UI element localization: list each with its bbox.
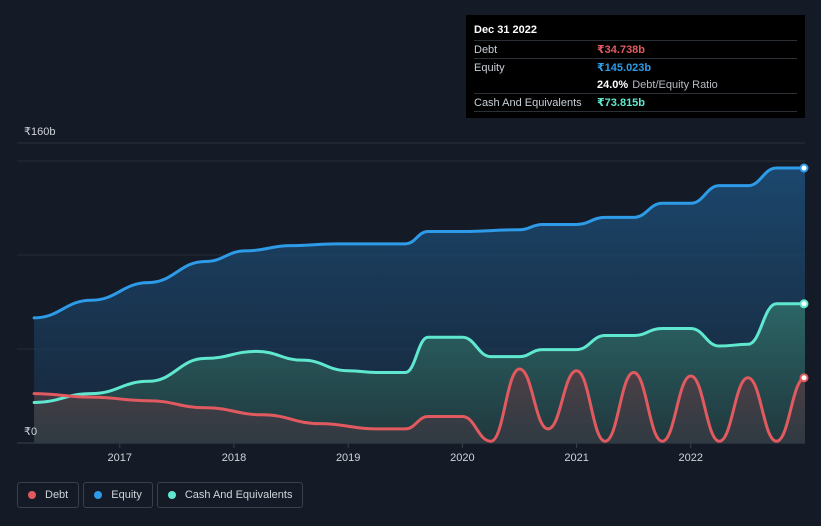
legend: Debt Equity Cash And Equivalents [17, 482, 307, 510]
tooltip-value-equity: ₹145.023b [597, 62, 652, 74]
x-axis-ticks: 2017 2018 2019 2020 2021 2022 [108, 443, 703, 464]
legend-item-debt[interactable]: Debt [17, 482, 80, 508]
tooltip-date: Dec 31 2022 [474, 24, 537, 36]
legend-label-debt: Debt [45, 489, 69, 501]
tooltip-value-cash: ₹73.815b [597, 97, 646, 109]
end-marker-cash-and-equivalents [799, 299, 809, 309]
end-marker-debt [799, 373, 809, 383]
legend-item-equity[interactable]: Equity [83, 482, 153, 508]
tooltip-row-cash: Cash And Equivalents ₹73.815b [474, 93, 797, 111]
area-cash-and-equivalents [34, 303, 805, 443]
tooltip-value-debt: ₹34.738b [597, 44, 646, 56]
y-axis-label-zero: ₹0 [24, 426, 37, 438]
x-tick-label-2022: 2022 [679, 452, 703, 464]
legend-label-cash: Cash And Equivalents [184, 489, 293, 501]
legend-dot-debt [28, 491, 36, 499]
end-markers [799, 163, 809, 383]
x-tick-label-2019: 2019 [336, 452, 360, 464]
x-tick-label-2020: 2020 [450, 452, 474, 464]
legend-dot-cash [167, 491, 176, 499]
series-line-equity [32, 166, 807, 320]
tooltip-ratio-value: 24.0% [597, 78, 629, 91]
x-tick-label-2021: 2021 [564, 452, 588, 464]
tooltip: Dec 31 2022 Debt ₹34.738b Equity ₹145.02… [466, 15, 805, 118]
axes: ₹160b ₹0 2017 2018 2019 2020 2021 2022 [24, 126, 703, 464]
series-line-cash-and-equivalents [32, 302, 807, 404]
tooltip-row-debt: Debt ₹34.738b [474, 40, 797, 58]
tooltip-label-debt: Debt [474, 43, 498, 56]
lines [32, 166, 807, 443]
y-axis-label-max: ₹160b [24, 126, 55, 138]
tooltip-label-equity: Equity [474, 61, 505, 74]
legend-dot-equity [94, 491, 103, 499]
tooltip-row-ratio: 24.0% Debt/Equity Ratio [474, 76, 797, 93]
tooltip-row-equity: Equity ₹145.023b [474, 58, 797, 76]
tooltip-label-cash: Cash And Equivalents [474, 96, 582, 109]
series-line-debt [32, 367, 807, 443]
area-debt [34, 368, 805, 443]
x-tick-label-2017: 2017 [108, 452, 132, 464]
x-tick-label-2018: 2018 [222, 452, 246, 464]
legend-item-cash[interactable]: Cash And Equivalents [156, 482, 304, 508]
areas [34, 168, 805, 444]
legend-label-equity: Equity [111, 489, 142, 501]
end-marker-equity [799, 163, 809, 173]
tooltip-ratio-label: Debt/Equity Ratio [632, 78, 718, 91]
